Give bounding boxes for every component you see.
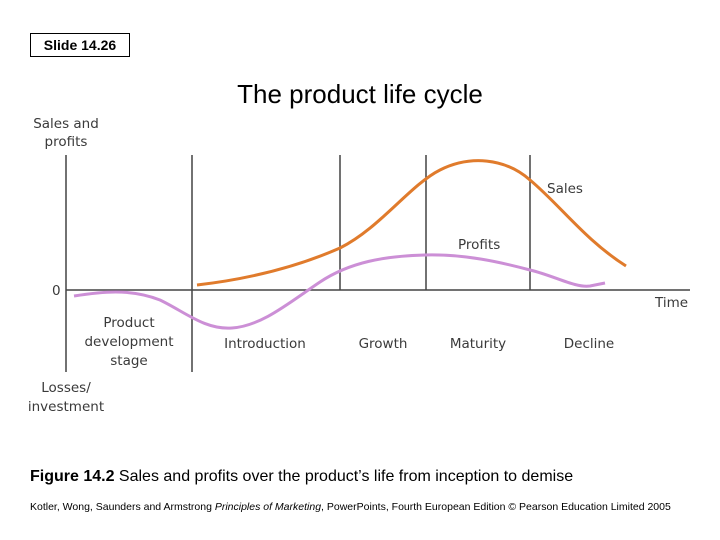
caption-text: Sales and profits over the product’s lif… <box>114 468 574 485</box>
y-axis-bottom-label-line2: investment <box>28 399 104 415</box>
stage-development-line1: Product <box>103 315 154 331</box>
figure-label: Figure 14.2 <box>30 468 115 485</box>
stage-introduction: Introduction <box>224 336 306 352</box>
stage-development-line2: development <box>84 334 173 350</box>
zero-label: 0 <box>52 283 61 299</box>
stage-development-line3: stage <box>110 353 147 369</box>
sales-curve-label: Sales <box>547 181 583 197</box>
footer-authors: Kotler, Wong, Saunders and Armstrong <box>30 501 215 513</box>
figure-caption: Figure 14.2 Sales and profits over the p… <box>30 466 710 488</box>
footer-book-title: Principles of Marketing <box>214 501 322 513</box>
x-axis-label: Time <box>654 295 688 311</box>
y-axis-bottom-label-line1: Losses/ <box>41 380 91 396</box>
slide-number-label: Slide 14.26 <box>30 33 130 57</box>
y-axis-top-label-line1: Sales and <box>33 116 99 132</box>
footer-edition: , PowerPoints, Fourth European Edition ©… <box>321 501 671 513</box>
stage-growth: Growth <box>359 336 408 352</box>
sales-curve <box>196 159 627 287</box>
stage-maturity: Maturity <box>450 336 506 352</box>
footer-credit: Kotler, Wong, Saunders and Armstrong Pri… <box>30 500 710 514</box>
y-axis-top-label-line2: profits <box>45 134 88 150</box>
slide-title: The product life cycle <box>237 79 483 109</box>
profits-curve-label: Profits <box>458 237 500 253</box>
profits-curve <box>73 253 606 330</box>
stage-decline: Decline <box>564 336 615 352</box>
